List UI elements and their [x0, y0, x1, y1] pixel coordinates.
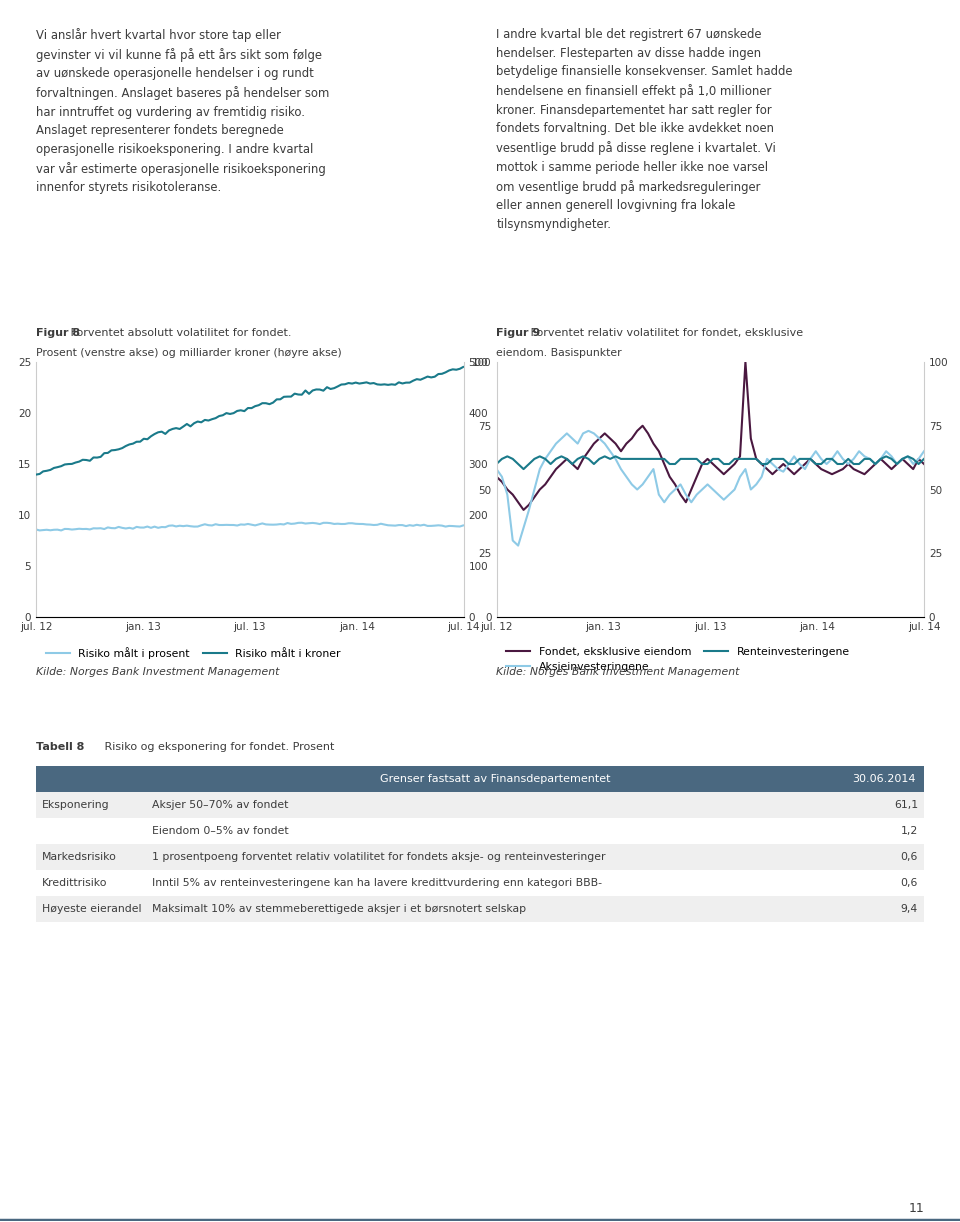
Text: Forventet relativ volatilitet for fondet, eksklusive: Forventet relativ volatilitet for fondet… [527, 327, 804, 338]
Text: Vi anslår hvert kvartal hvor store tap eller
gevinster vi vil kunne få på ett år: Vi anslår hvert kvartal hvor store tap e… [36, 28, 329, 194]
Text: Prosent (venstre akse) og milliarder kroner (høyre akse): Prosent (venstre akse) og milliarder kro… [36, 348, 342, 358]
Text: 61,1: 61,1 [894, 800, 918, 810]
Text: 1,2: 1,2 [900, 826, 918, 836]
Bar [36, 870, 924, 896]
Text: Figur 8: Figur 8 [36, 327, 80, 338]
Text: Risiko og eksponering for fondet. Prosent: Risiko og eksponering for fondet. Prosen… [101, 742, 334, 752]
Bar [36, 896, 924, 923]
Legend: Fondet, eksklusive eiendom, Aksjeinvesteringene, Renteinvesteringene: Fondet, eksklusive eiendom, Aksjeinveste… [502, 643, 854, 677]
Text: I andre kvartal ble det registrert 67 uønskede
hendelser. Flesteparten av disse : I andre kvartal ble det registrert 67 uø… [496, 28, 793, 231]
Text: 11: 11 [909, 1202, 924, 1216]
Text: Figur 9: Figur 9 [496, 327, 540, 338]
Text: eiendom. Basispunkter: eiendom. Basispunkter [496, 348, 622, 358]
Bar [36, 792, 924, 818]
Text: Maksimalt 10% av stemmeberettigede aksjer i et børsnotert selskap: Maksimalt 10% av stemmeberettigede aksje… [152, 904, 526, 914]
Legend: Risiko målt i prosent, Risiko målt i kroner: Risiko målt i prosent, Risiko målt i kro… [41, 643, 345, 664]
Text: Kredittrisiko: Kredittrisiko [42, 877, 108, 888]
Bar [36, 818, 924, 844]
Text: Kilde: Norges Bank Investment Management: Kilde: Norges Bank Investment Management [36, 667, 279, 677]
Text: Eksponering: Eksponering [42, 800, 109, 810]
Text: 0,6: 0,6 [900, 877, 918, 888]
Text: 1 prosentpoeng forventet relativ volatilitet for fondets aksje- og renteinvester: 1 prosentpoeng forventet relativ volatil… [152, 852, 606, 862]
Text: Inntil 5% av renteinvesteringene kan ha lavere kredittvurdering enn kategori BBB: Inntil 5% av renteinvesteringene kan ha … [152, 877, 602, 888]
Bar [36, 766, 924, 792]
Text: Høyeste eierandel: Høyeste eierandel [42, 904, 141, 914]
Text: 30.06.2014: 30.06.2014 [852, 774, 916, 785]
Text: Aksjer 50–70% av fondet: Aksjer 50–70% av fondet [152, 800, 288, 810]
Bar [36, 844, 924, 870]
Text: Grenser fastsatt av Finansdepartementet: Grenser fastsatt av Finansdepartementet [380, 774, 611, 785]
Text: 9,4: 9,4 [900, 904, 918, 914]
Text: Markedsrisiko: Markedsrisiko [42, 852, 117, 862]
Text: Kilde: Norges Bank Investment Management: Kilde: Norges Bank Investment Management [496, 667, 740, 677]
Text: 0,6: 0,6 [900, 852, 918, 862]
Text: Eiendom 0–5% av fondet: Eiendom 0–5% av fondet [152, 826, 289, 836]
Text: Tabell 8: Tabell 8 [36, 742, 84, 752]
Text: Forventet absolutt volatilitet for fondet.: Forventet absolutt volatilitet for fonde… [67, 327, 291, 338]
